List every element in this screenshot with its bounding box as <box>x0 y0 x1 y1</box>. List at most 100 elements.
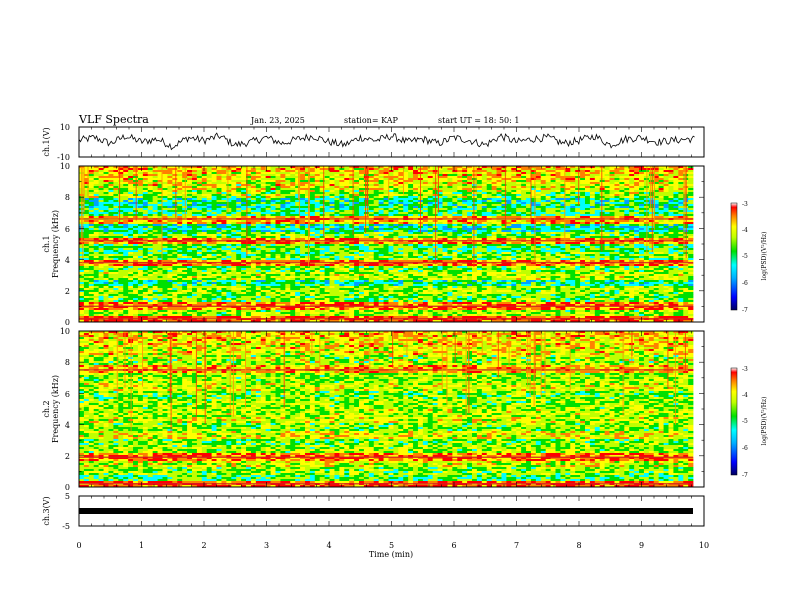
spectrogram-cell <box>600 174 605 176</box>
spectrogram-cell <box>521 188 526 190</box>
spectrogram-cell <box>639 184 644 186</box>
spectrogram-cell <box>285 184 290 186</box>
spectrogram-cell <box>447 176 452 178</box>
spectrogram-cell <box>143 176 148 178</box>
spectrogram-cell <box>359 174 364 176</box>
spectrogram-cell <box>138 192 143 194</box>
spectrogram-cell <box>364 188 369 190</box>
spectrogram-cell <box>605 174 610 176</box>
spectrogram-cell <box>619 196 624 198</box>
spectrogram-cell <box>673 180 678 182</box>
spectrogram-cell <box>497 168 502 170</box>
spectrogram-cell <box>364 170 369 172</box>
spectrogram-cell <box>590 170 595 172</box>
spectrogram-cell <box>118 200 123 202</box>
spectrogram-cell <box>688 192 693 194</box>
spectrogram-cell <box>610 190 615 192</box>
spectrogram-cell <box>280 174 285 176</box>
spectrogram-cell <box>172 184 177 186</box>
spectrogram-cell <box>541 184 546 186</box>
spectrogram-cell <box>585 176 590 178</box>
spectrogram-cell <box>231 168 236 170</box>
spectrogram-cell <box>290 194 295 196</box>
spectrogram-cell <box>398 194 403 196</box>
spectrogram-cell <box>452 172 457 174</box>
spectrogram-cell <box>226 202 231 204</box>
spectrogram-cell <box>94 184 99 186</box>
spectrogram-cell <box>570 172 575 174</box>
spectrogram-cell <box>506 188 511 190</box>
spectrogram-cell <box>167 180 172 182</box>
spectrogram-cell <box>614 180 619 182</box>
spectrogram-cell <box>379 192 384 194</box>
spectrogram-cell <box>369 168 374 170</box>
spectrogram-cell <box>221 186 226 188</box>
spectrogram-cell <box>261 178 266 180</box>
spectrogram-cell <box>565 196 570 198</box>
spectrogram-cell <box>280 182 285 184</box>
spectrogram-cell <box>556 170 561 172</box>
spectrogram-cell <box>251 190 256 192</box>
spectrogram-cell <box>580 198 585 200</box>
spectrogram-cell <box>639 174 644 176</box>
spectrogram-cell <box>99 184 104 186</box>
spectrogram-cell <box>94 192 99 194</box>
spectrogram-cell <box>506 180 511 182</box>
spectrogram-cell <box>330 176 335 178</box>
spectrogram-cell <box>462 198 467 200</box>
spectrogram-cell <box>369 176 374 178</box>
spectrogram-cell <box>261 174 266 176</box>
spectrogram-cell <box>413 192 418 194</box>
spectrogram-cell <box>99 182 104 184</box>
spectrogram-cell <box>467 198 472 200</box>
spectrogram-cell <box>614 190 619 192</box>
spectrogram-cell <box>231 180 236 182</box>
spectrogram-cell <box>138 182 143 184</box>
spectrogram-cell <box>113 170 118 172</box>
spectrogram-cell <box>590 190 595 192</box>
spectrogram-cell <box>212 180 217 182</box>
spectrogram-cell <box>580 194 585 196</box>
spectrogram-cell <box>487 176 492 178</box>
spectrogram-cell <box>236 190 241 192</box>
spectrogram-cell <box>521 198 526 200</box>
spectrogram-cell <box>570 200 575 202</box>
spectrogram-cell <box>423 194 428 196</box>
spectrogram-cell <box>374 202 379 204</box>
spectrogram-cell <box>202 172 207 174</box>
spectrogram-cell <box>521 170 526 172</box>
spectrogram-cell <box>354 178 359 180</box>
spectrogram-cell <box>123 200 128 202</box>
spectrogram-cell <box>271 174 276 176</box>
spectrogram-cell <box>536 186 541 188</box>
spectrogram-cell <box>393 184 398 186</box>
spectrogram-cell <box>487 178 492 180</box>
spectrogram-cell <box>172 190 177 192</box>
spectrogram-cell <box>256 168 261 170</box>
spectrogram-cell <box>624 196 629 198</box>
spectrogram-cell <box>384 170 389 172</box>
spectrogram-cell <box>202 202 207 204</box>
spectrogram-cell <box>639 182 644 184</box>
spectrogram-cell <box>384 176 389 178</box>
spectrogram-cell <box>251 186 256 188</box>
spectrogram-cell <box>413 198 418 200</box>
spectrogram-cell <box>285 188 290 190</box>
spectrogram-cell <box>619 168 624 170</box>
spectrogram-cell <box>398 190 403 192</box>
spectrogram-cell <box>595 176 600 178</box>
spectrogram-cell <box>536 196 541 198</box>
spectrogram-cell <box>89 200 94 202</box>
spectrogram-cell <box>143 192 148 194</box>
spectrogram-cell <box>104 174 109 176</box>
spectrogram-cell <box>452 176 457 178</box>
spectrogram-cell <box>99 168 104 170</box>
spectrogram-cell <box>565 200 570 202</box>
spectrogram-cell <box>192 180 197 182</box>
spectrogram-cell <box>634 178 639 180</box>
spectrogram-cell <box>364 192 369 194</box>
spectrogram-cell <box>290 188 295 190</box>
spectrogram-cell <box>241 186 246 188</box>
spectrogram-cell <box>619 180 624 182</box>
spectrogram-cell <box>359 186 364 188</box>
